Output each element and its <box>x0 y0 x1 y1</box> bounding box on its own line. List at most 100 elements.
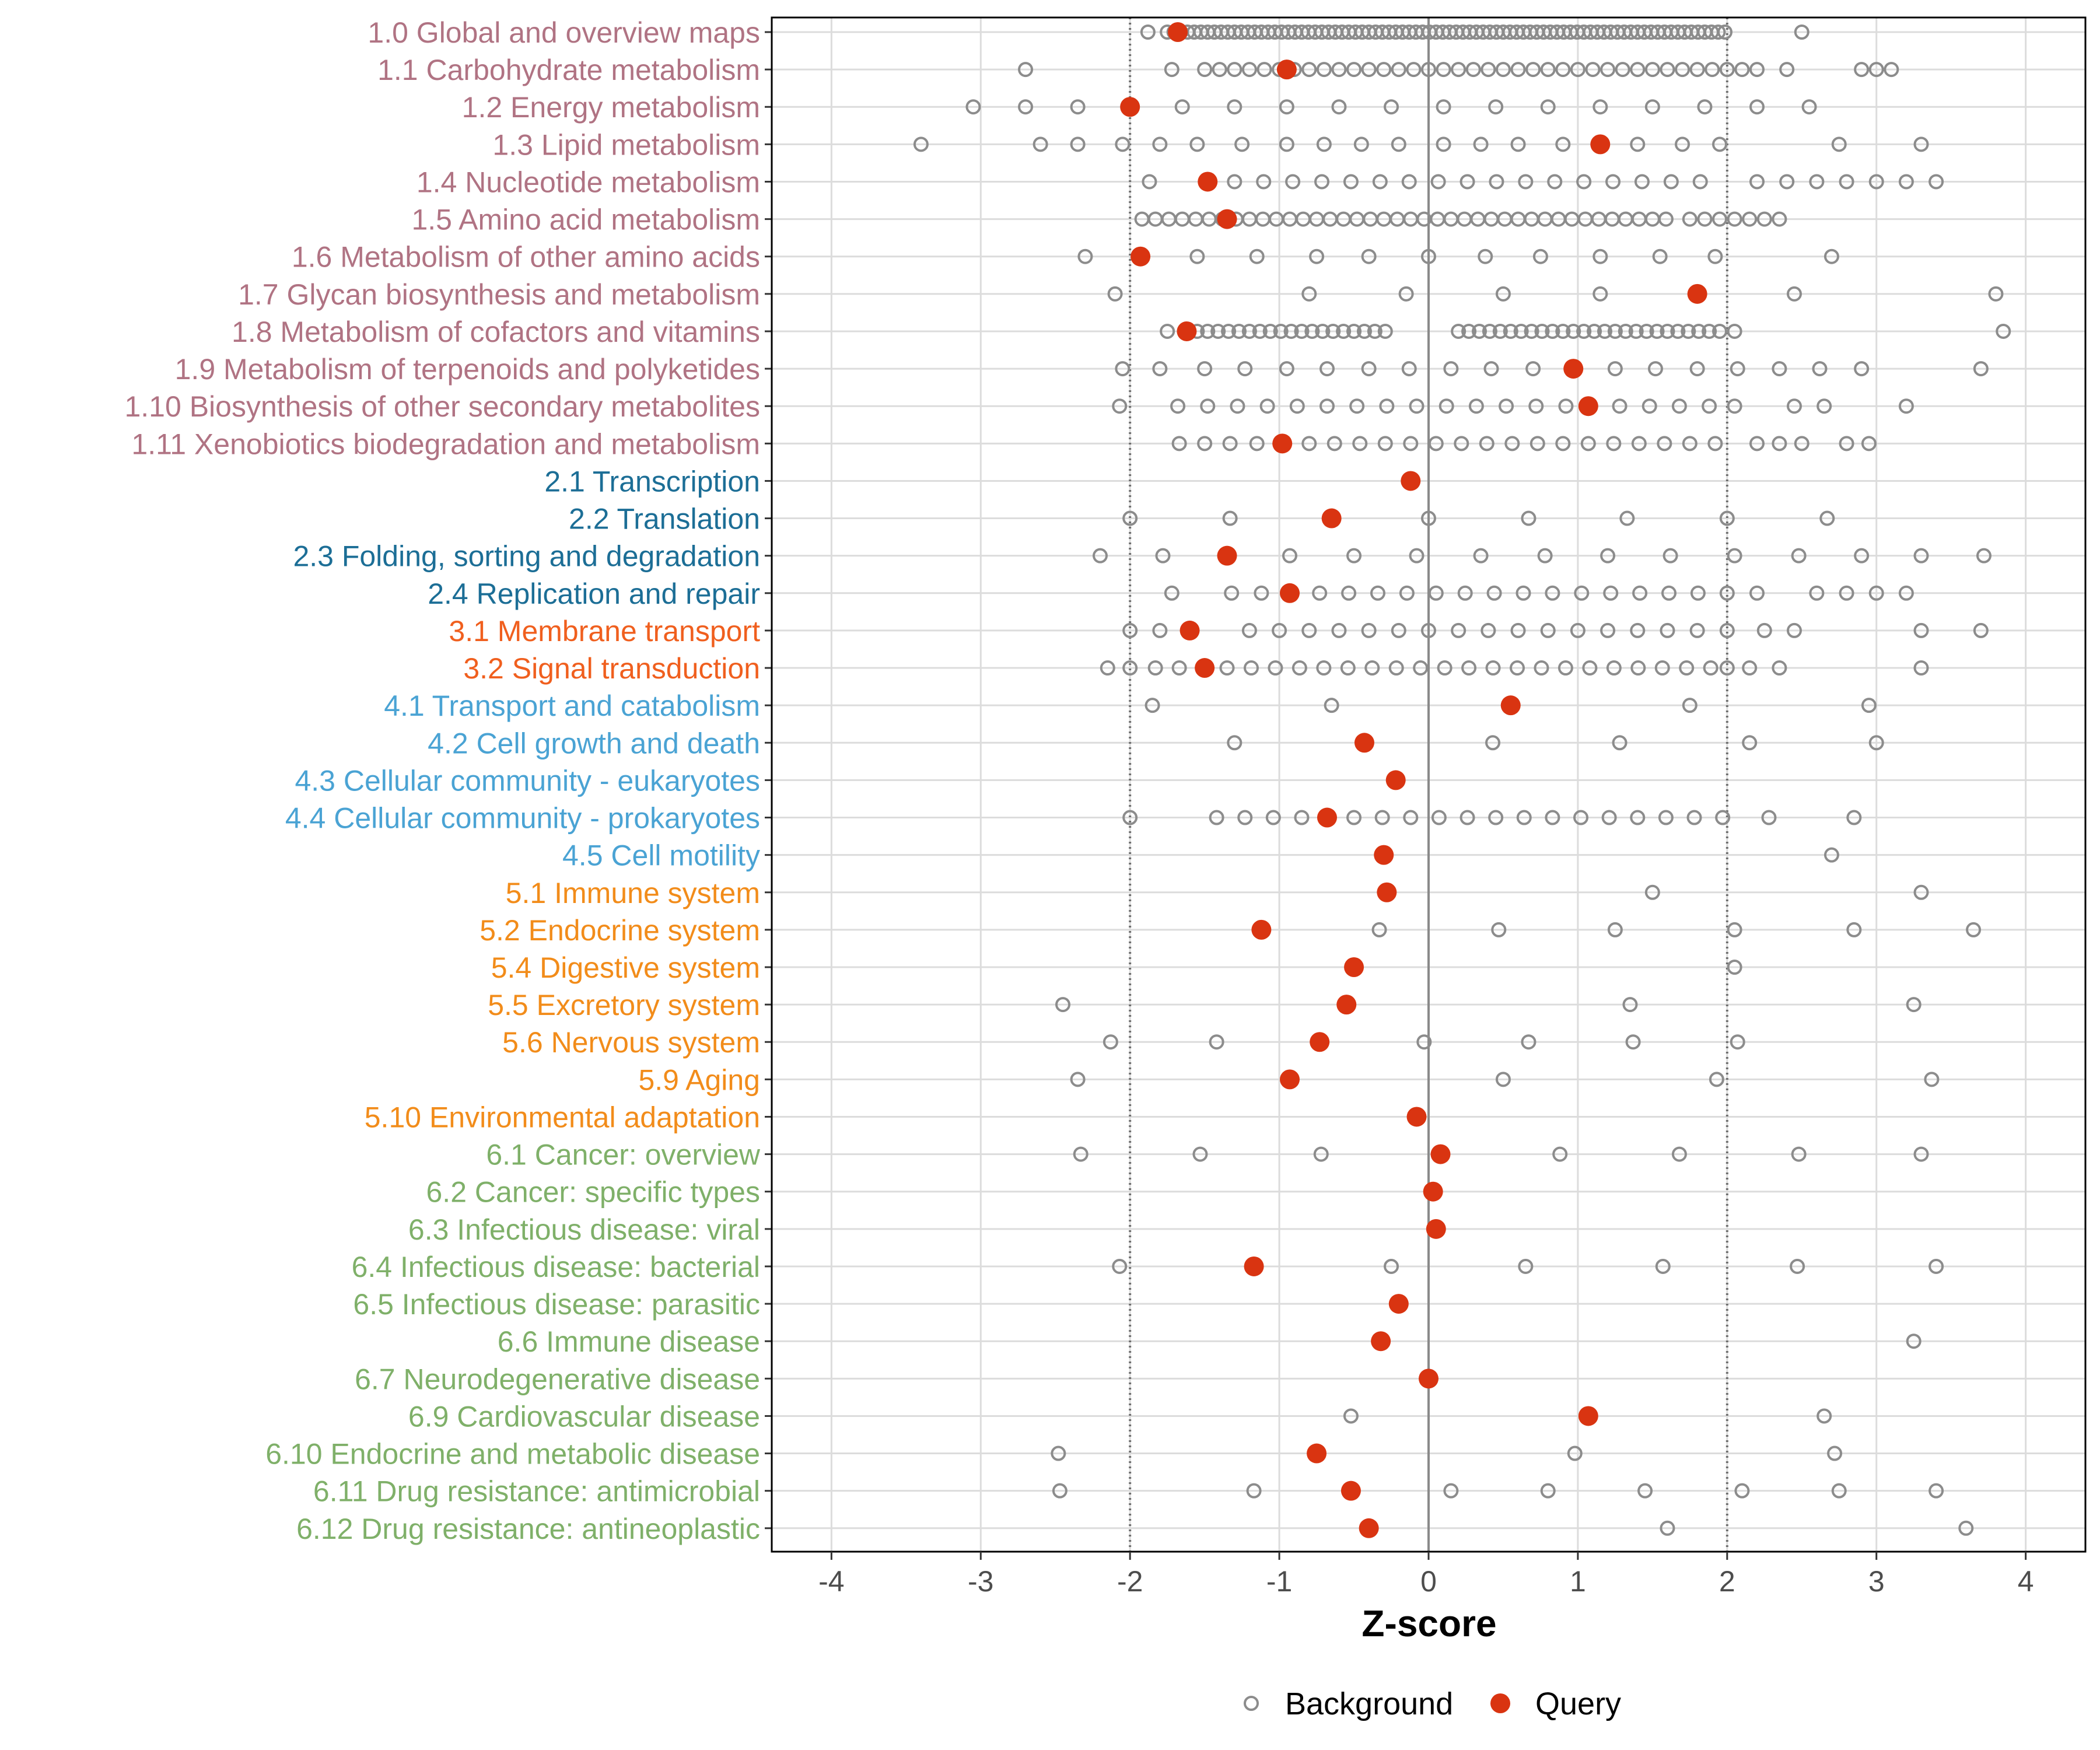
background-point <box>1642 398 1657 414</box>
background-point <box>1958 1520 1974 1536</box>
category-label: 4.2 Cell growth and death <box>428 727 760 760</box>
category-label: 1.1 Carbohydrate metabolism <box>377 54 760 86</box>
query-point <box>1340 1480 1361 1501</box>
background-point <box>1349 398 1365 414</box>
background-point <box>1377 323 1393 339</box>
background-point <box>1532 249 1548 264</box>
x-tick-label: 3 <box>1868 1565 1885 1598</box>
background-point <box>1210 323 1226 339</box>
background-point <box>1772 660 1787 676</box>
background-point <box>1682 211 1698 227</box>
background-point <box>1606 436 1622 452</box>
background-point <box>1576 323 1592 339</box>
background-point <box>1227 62 1242 78</box>
background-point <box>1461 323 1477 339</box>
background-point <box>1262 323 1278 339</box>
background-point <box>1652 249 1668 264</box>
background-point <box>1682 698 1698 713</box>
background-point <box>1566 323 1581 339</box>
background-point <box>1170 398 1186 414</box>
background-point <box>1702 398 1717 414</box>
background-point <box>1827 1446 1843 1461</box>
background-point <box>1555 136 1571 152</box>
background-point <box>1147 660 1163 676</box>
background-point <box>1976 548 1992 564</box>
background-point <box>1443 361 1459 377</box>
background-point <box>1727 211 1742 227</box>
background-point <box>1600 62 1616 78</box>
background-point <box>1913 622 1929 638</box>
background-point <box>1657 436 1672 452</box>
background-point <box>1370 585 1385 601</box>
background-point <box>1570 622 1586 638</box>
background-point <box>1482 323 1497 339</box>
background-point <box>1817 1408 1832 1424</box>
background-point <box>1607 361 1623 377</box>
x-tick-label: 1 <box>1570 1565 1586 1598</box>
background-point <box>1661 585 1677 601</box>
background-point <box>1534 323 1550 339</box>
category-label: 1.5 Amino acid metabolism <box>411 204 760 236</box>
background-point <box>1540 622 1556 638</box>
background-point <box>1221 323 1237 339</box>
query-point <box>1120 97 1140 117</box>
x-axis-title: Z-score <box>1362 1602 1496 1644</box>
background-point <box>1192 1146 1208 1162</box>
background-point <box>1712 211 1728 227</box>
query-point <box>1388 1294 1409 1314</box>
background-point <box>1018 99 1034 115</box>
background-point <box>1438 398 1454 414</box>
background-point <box>1209 1034 1224 1050</box>
background-point <box>1107 286 1123 302</box>
background-point <box>1465 62 1481 78</box>
background-point <box>1631 436 1647 452</box>
x-tick-label: -3 <box>968 1565 993 1598</box>
category-label: 6.2 Cancer: specific types <box>426 1176 761 1209</box>
background-point <box>1831 136 1847 152</box>
background-point <box>1749 62 1765 78</box>
background-point <box>1605 174 1621 190</box>
background-point <box>1996 323 2011 339</box>
background-point <box>1164 62 1180 78</box>
background-point <box>1534 660 1549 676</box>
background-point <box>1525 361 1541 377</box>
background-point <box>1285 174 1301 190</box>
category-label: 1.9 Metabolism of terpenoids and polyket… <box>175 353 760 386</box>
reference-lines <box>1129 18 1728 1552</box>
category-label: 6.4 Infectious disease: bacterial <box>352 1251 760 1283</box>
background-point <box>1336 323 1352 339</box>
background-point <box>1513 323 1529 339</box>
background-point <box>1734 62 1750 78</box>
background-point <box>1719 510 1735 526</box>
background-point <box>1749 585 1765 601</box>
background-point <box>1265 810 1281 825</box>
background-point <box>1528 398 1544 414</box>
background-point <box>1663 174 1679 190</box>
background-point <box>1730 1034 1745 1050</box>
background-point <box>1791 548 1807 564</box>
background-point <box>1988 286 2004 302</box>
background-point <box>1234 136 1250 152</box>
category-label: 5.1 Immune system <box>506 877 760 909</box>
background-point <box>1361 249 1377 264</box>
background-point <box>1612 735 1628 751</box>
query-point <box>1419 1368 1438 1389</box>
background-point <box>1480 62 1496 78</box>
background-point <box>1443 1483 1459 1499</box>
query-point <box>1272 433 1293 454</box>
background-point <box>1112 398 1128 414</box>
legend-background-label: Background <box>1285 1686 1453 1721</box>
background-point <box>1241 62 1257 78</box>
background-point <box>1485 660 1501 676</box>
category-label: 6.6 Immune disease <box>498 1325 760 1358</box>
background-point <box>1854 548 1870 564</box>
background-point <box>1625 1034 1641 1050</box>
background-point <box>1473 548 1489 564</box>
background-point <box>1686 810 1702 825</box>
background-point <box>1573 810 1589 825</box>
background-point <box>1679 660 1695 676</box>
background-point <box>1719 660 1735 676</box>
background-point <box>1540 99 1556 115</box>
background-point <box>1241 622 1257 638</box>
